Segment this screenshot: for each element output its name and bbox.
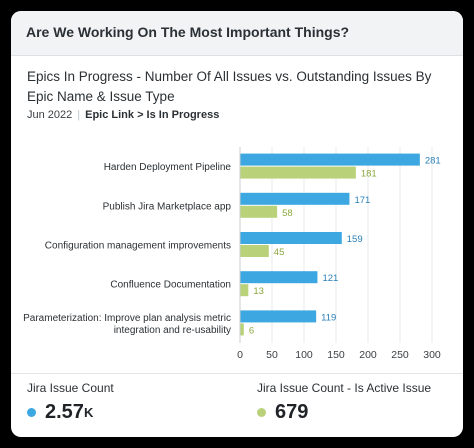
metric-label: Jira Issue Count — [27, 381, 114, 395]
bar-active-issue-count — [240, 166, 356, 179]
bar-issue-count — [240, 153, 420, 166]
category-label: Harden Deployment Pipeline — [104, 162, 232, 173]
data-label: 45 — [274, 247, 285, 258]
x-tick-label: 0 — [237, 349, 243, 361]
series-dot-blue — [27, 408, 36, 417]
bar-active-issue-count — [240, 245, 269, 257]
data-label: 159 — [347, 234, 363, 245]
category-label: Confluence Documentation — [110, 280, 231, 291]
metric-value: 679 — [275, 401, 309, 423]
chart-subtitle: Jun 2022 | Epic Link > Is In Progress — [27, 109, 219, 121]
x-tick-label: 100 — [295, 349, 313, 361]
x-tick-label: 50 — [266, 349, 278, 361]
data-label: 121 — [322, 273, 338, 284]
bar-chart: 0 50 100 150 200 250 300 Harden Deployment Pipe… — [23, 147, 441, 361]
bar-issue-count — [240, 192, 350, 205]
filter-label[interactable]: Epic Link > Is In Progress — [85, 109, 220, 121]
x-tick-label: 250 — [391, 349, 409, 361]
metric-value-row: 679 — [257, 401, 431, 424]
data-label: 58 — [282, 208, 293, 219]
bar-active-issue-count — [240, 284, 249, 297]
bar-issue-count — [240, 232, 342, 244]
metric-value: 2.57 — [45, 401, 84, 423]
card-title: Are We Working On The Most Important Thi… — [26, 24, 350, 40]
data-label: 13 — [253, 286, 264, 297]
category-label: Publish Jira Marketplace app — [103, 201, 232, 212]
bar-issue-count — [240, 310, 317, 323]
data-label: 281 — [425, 156, 441, 167]
x-tick-label: 200 — [359, 349, 377, 361]
footer-divider — [11, 373, 463, 374]
data-label: 171 — [354, 195, 370, 206]
metric-suffix: K — [83, 405, 94, 420]
card-header: Are We Working On The Most Important Thi… — [11, 11, 463, 56]
data-label: 181 — [361, 169, 377, 180]
x-tick-label: 300 — [423, 349, 441, 361]
data-label: 119 — [321, 312, 336, 323]
data-label: 6 — [249, 325, 254, 336]
metric-active-issue-count: Jira Issue Count - Is Active Issue 679 — [257, 381, 431, 424]
bar-active-issue-count — [240, 205, 278, 218]
metric-label: Jira Issue Count - Is Active Issue — [257, 381, 432, 395]
subtitle-separator: | — [77, 109, 81, 121]
x-tick-label: 150 — [327, 349, 345, 361]
bar-active-issue-count — [240, 323, 244, 336]
metric-jira-issue-count: Jira Issue Count 2.57 K — [27, 381, 114, 424]
series-dot-green — [257, 408, 266, 417]
category-label: Parameterization: Improve plan analysis … — [23, 313, 231, 336]
dashboard-card: Are We Working On The Most Important Thi… — [11, 11, 463, 437]
chart-title: Epics In Progress - Number Of All Issues… — [27, 69, 432, 104]
date-label: Jun 2022 — [27, 109, 73, 121]
category-label: Configuration management improvements — [45, 241, 231, 252]
metric-value-row: 2.57 K — [27, 401, 114, 424]
bar-issue-count — [240, 271, 318, 284]
